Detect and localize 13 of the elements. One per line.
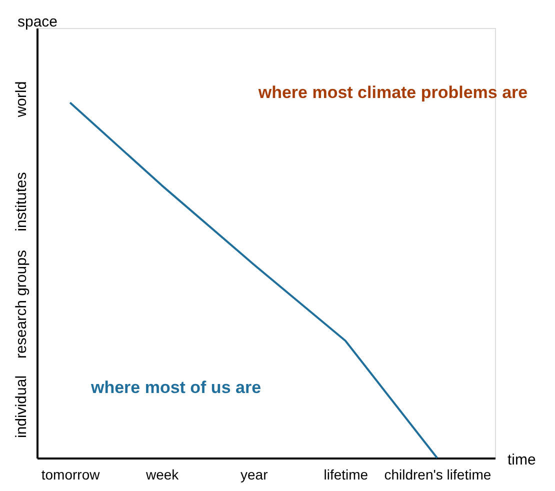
x-axis-title: time (508, 452, 536, 468)
category-label: world (13, 81, 30, 118)
x-tick-label: week (144, 466, 180, 482)
x-tick-label: tomorrow (41, 466, 101, 482)
x-tick-label: lifetime (324, 466, 368, 482)
y-axis-title: space (17, 14, 58, 30)
x-tick-label: year (240, 466, 268, 482)
text: where most climate problems are (257, 83, 528, 102)
category-label: institutes (13, 172, 30, 232)
category-label: individual (13, 375, 30, 438)
annotation: where most of us are (90, 378, 262, 397)
x-tick-label: children's lifetime (384, 466, 492, 482)
category-label: research groups (13, 250, 30, 358)
